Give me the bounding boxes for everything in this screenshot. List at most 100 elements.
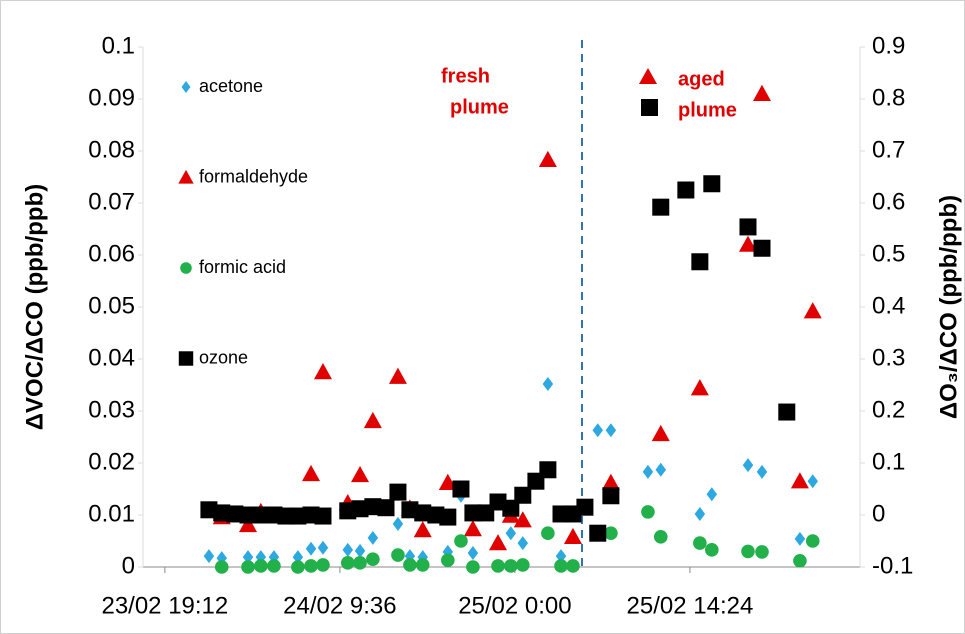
y-tick-label: 0.01 bbox=[88, 500, 135, 527]
diamond-marker bbox=[242, 550, 254, 565]
y-tick-label: 0.09 bbox=[88, 84, 135, 111]
diamond-marker bbox=[694, 506, 706, 521]
square-marker bbox=[489, 493, 507, 511]
square-marker bbox=[213, 504, 231, 522]
square-marker bbox=[439, 508, 457, 526]
diamond-marker bbox=[392, 516, 404, 531]
circle-marker bbox=[403, 558, 417, 572]
circle-marker bbox=[805, 534, 820, 548]
square-marker bbox=[377, 499, 395, 517]
circle-marker bbox=[504, 559, 518, 573]
square-marker bbox=[226, 505, 244, 523]
square-marker bbox=[452, 480, 470, 498]
diamond-marker bbox=[292, 550, 304, 565]
annotation: aged bbox=[678, 68, 725, 90]
annotation: plume bbox=[678, 99, 737, 121]
diamond-marker bbox=[317, 540, 329, 555]
triangle-marker bbox=[738, 235, 757, 252]
circle-marker bbox=[641, 505, 655, 519]
legend-marker bbox=[180, 262, 192, 274]
square-marker bbox=[502, 499, 520, 517]
y2-axis-title: ΔO₃/ΔCO (ppb/ppb) bbox=[935, 195, 962, 419]
triangle-marker bbox=[239, 515, 258, 533]
y-tick-label: 0.02 bbox=[88, 448, 135, 475]
triangle-marker bbox=[803, 302, 822, 319]
square-marker bbox=[652, 198, 670, 216]
circle-marker bbox=[267, 559, 281, 573]
y2-tick-label: 0.9 bbox=[872, 32, 905, 59]
y2-tick-label: 0.6 bbox=[872, 188, 905, 215]
triangle-marker bbox=[351, 465, 370, 483]
circle-marker bbox=[566, 559, 580, 573]
triangle-marker bbox=[563, 527, 582, 545]
y-tick-label: 0.05 bbox=[88, 292, 135, 319]
triangle-marker bbox=[388, 367, 407, 384]
circle-marker bbox=[391, 548, 405, 562]
y2-tick-label: 0.3 bbox=[872, 344, 905, 371]
triangle-marker bbox=[313, 363, 332, 380]
legend-marker bbox=[181, 81, 191, 93]
square-marker bbox=[364, 498, 382, 516]
square-marker bbox=[589, 524, 607, 542]
triangle-marker bbox=[538, 150, 557, 168]
legend-label: formaldehyde bbox=[199, 166, 308, 186]
diamond-marker bbox=[505, 526, 517, 541]
diamond-marker bbox=[305, 541, 317, 556]
y2-tick-label: -0.1 bbox=[872, 552, 913, 579]
square-marker bbox=[389, 483, 407, 501]
y2-tick-label: 0 bbox=[872, 500, 885, 527]
legend-label: formic acid bbox=[199, 257, 286, 277]
legend-label: ozone bbox=[199, 347, 248, 367]
y-tick-label: 0.1 bbox=[102, 32, 135, 59]
diamond-marker bbox=[467, 545, 479, 560]
circle-marker bbox=[793, 553, 807, 568]
annotation: fresh bbox=[441, 65, 490, 87]
circle-marker bbox=[491, 559, 505, 573]
circle-marker bbox=[366, 552, 380, 566]
diamond-marker bbox=[367, 530, 379, 545]
diamond-marker bbox=[555, 549, 567, 564]
square-marker bbox=[252, 506, 270, 524]
diamond-marker bbox=[354, 543, 366, 558]
diamond-marker bbox=[517, 536, 529, 551]
x-tick-label: 24/02 9:36 bbox=[283, 592, 396, 619]
square-marker bbox=[576, 498, 594, 516]
y-axis-title: ΔVOC/ΔCO (ppb/ppb) bbox=[21, 184, 48, 430]
diamond-marker bbox=[807, 474, 818, 489]
y-tick-label: 0.07 bbox=[88, 188, 135, 215]
circle-marker bbox=[653, 530, 668, 544]
y-tick-label: 0 bbox=[122, 552, 135, 579]
triangle-marker bbox=[690, 379, 709, 396]
x-tick-label: 25/02 14:24 bbox=[627, 592, 754, 619]
diamond-marker bbox=[655, 462, 667, 477]
square-marker bbox=[539, 461, 557, 479]
triangle-marker bbox=[651, 424, 670, 442]
circle-marker bbox=[241, 560, 255, 574]
diamond-marker bbox=[794, 531, 806, 546]
triangle-marker bbox=[601, 473, 620, 490]
square-marker bbox=[739, 218, 757, 236]
diamond-marker bbox=[592, 423, 604, 438]
square-marker bbox=[414, 504, 432, 522]
square-marker bbox=[677, 181, 695, 199]
y2-tick-label: 0.1 bbox=[872, 448, 905, 475]
square-marker bbox=[691, 253, 709, 271]
diamond-marker bbox=[542, 376, 554, 391]
diamond-marker bbox=[742, 458, 754, 473]
square-marker bbox=[289, 507, 307, 525]
triangle-marker bbox=[363, 411, 382, 429]
square-marker bbox=[602, 487, 620, 505]
circle-marker bbox=[604, 526, 618, 540]
circle-marker bbox=[693, 536, 707, 550]
aged-triangle-icon bbox=[639, 68, 657, 84]
y-tick-label: 0.08 bbox=[88, 136, 135, 163]
x-tick-label: 25/02 0:00 bbox=[458, 592, 571, 619]
circle-marker bbox=[466, 560, 480, 574]
diamond-marker bbox=[706, 487, 718, 502]
square-marker bbox=[314, 507, 332, 525]
y2-tick-label: 0.8 bbox=[872, 84, 905, 111]
diamond-marker bbox=[342, 542, 354, 557]
square-marker bbox=[703, 175, 721, 193]
